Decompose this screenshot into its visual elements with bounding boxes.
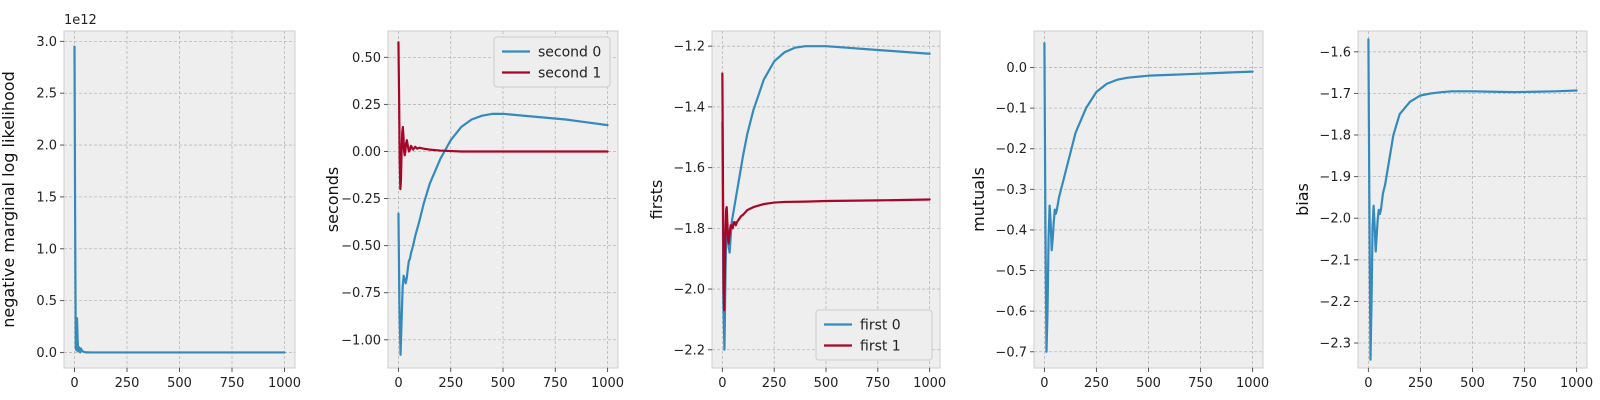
legend: first 0 first 1 — [815, 309, 933, 361]
series-line-1 — [73, 45, 286, 354]
y-tick-label: −0.2 — [995, 142, 1027, 157]
chart-panel-2: 0 250 500 750 1000 −1.00 −0.75 −0.50 −0.25 0.00 0.… — [323, 30, 624, 391]
x-tick-label: 250 — [762, 376, 787, 391]
x-tick-label: 750 — [543, 376, 568, 391]
y-tick-label: 2.0 — [36, 139, 57, 154]
y-tick-label: −0.3 — [995, 183, 1027, 198]
y-axis-label: bias — [1293, 183, 1312, 216]
y-axis-label: seconds — [323, 167, 342, 232]
y-tick-label: 0.5 — [36, 294, 57, 309]
x-tick-label: 0 — [1364, 376, 1372, 391]
x-tick-label: 250 — [115, 376, 140, 391]
x-tick-label: 500 — [1460, 376, 1485, 391]
legend-label: first 1 — [860, 339, 901, 355]
y-tick-label: 1.0 — [36, 242, 57, 257]
y-tick-label: −2.2 — [673, 343, 705, 358]
y-tick-label: 1.5 — [36, 190, 57, 205]
x-tick-label: 1000 — [268, 376, 301, 391]
series-line-1 — [1367, 38, 1578, 361]
x-tick-label: 1000 — [1236, 376, 1269, 391]
y-axis-label: firsts — [647, 180, 666, 220]
y-axis-label: mutuals — [969, 167, 988, 232]
y-tick-label: −1.7 — [1319, 87, 1351, 102]
legend-label: first 0 — [860, 318, 901, 334]
y-tick-label: −1.6 — [1319, 45, 1351, 60]
x-tick-label: 500 — [814, 376, 839, 391]
y-tick-label: −2.3 — [1319, 337, 1351, 352]
y-tick-label: 0.0 — [1006, 61, 1027, 76]
series-line-second-0 — [397, 112, 609, 356]
y-axis-label: negative marginal log likelihood — [0, 71, 18, 328]
x-tick-label: 500 — [1136, 376, 1161, 391]
y-tick-label: −1.8 — [1319, 129, 1351, 144]
y-tick-label: 0.0 — [36, 346, 57, 361]
y-tick-label: −0.6 — [995, 305, 1027, 320]
y-tick-label: −1.6 — [673, 161, 705, 176]
x-tick-label: 750 — [220, 376, 245, 391]
x-tick-label: 1000 — [1560, 376, 1593, 391]
x-tick-label: 250 — [438, 376, 463, 391]
x-tick-label: 500 — [491, 376, 516, 391]
x-tick-label: 250 — [1408, 376, 1433, 391]
y-tick-label: −1.4 — [673, 100, 705, 115]
y-tick-label: −1.2 — [673, 40, 705, 55]
y-tick-label: 0.00 — [352, 145, 381, 160]
x-tick-label: 750 — [1188, 376, 1213, 391]
series-line-second-1 — [397, 41, 609, 191]
x-tick-label: 750 — [1512, 376, 1537, 391]
y-tick-label: −0.25 — [341, 192, 381, 207]
chart-panel-3: 0 250 500 750 1000 −2.2 −2.0 −1.8 −1.6 −1.4 −1.2 fi… — [647, 30, 946, 391]
y-tick-label: −0.50 — [341, 239, 381, 254]
y-tick-label: −0.5 — [995, 264, 1027, 279]
y-tick-label: −1.9 — [1319, 170, 1351, 185]
legend-label: second 0 — [538, 45, 601, 61]
x-tick-label: 0 — [718, 376, 726, 391]
y-tick-label: −2.1 — [1319, 253, 1351, 268]
y-tick-label: 2.5 — [36, 87, 57, 102]
y-tick-label: 3.0 — [36, 35, 57, 50]
x-tick-label: 1000 — [913, 376, 946, 391]
y-tick-label: −1.8 — [673, 222, 705, 237]
chart-panel-1: 0 250 500 750 1000 0.0 0.5 1.0 1.5 2.0 2.5 3.0 negat… — [0, 13, 301, 391]
y-tick-label: −2.0 — [673, 283, 705, 298]
y-tick-label: 0.25 — [352, 98, 381, 113]
x-tick-label: 750 — [865, 376, 890, 391]
y-tick-label: −0.75 — [341, 286, 381, 301]
y-tick-label: −0.1 — [995, 102, 1027, 117]
x-tick-label: 250 — [1084, 376, 1109, 391]
y-tick-label: −2.0 — [1319, 212, 1351, 227]
series-line-first-1 — [721, 72, 931, 312]
x-tick-label: 0 — [1040, 376, 1048, 391]
legend-box — [815, 309, 933, 361]
y-tick-label: −0.4 — [995, 223, 1027, 238]
x-tick-label: 0 — [394, 376, 402, 391]
y-offset-label: 1e12 — [64, 13, 97, 28]
y-tick-label: −0.7 — [995, 345, 1027, 360]
y-tick-label: −2.2 — [1319, 295, 1351, 310]
chart-panel-5: 0 250 500 750 1000 −2.3 −2.2 −2.1 −2.0 −1.9 −1.8 −1… — [1293, 30, 1593, 391]
x-tick-label: 0 — [70, 376, 78, 391]
chart-panel-4: 0 250 500 750 1000 −0.7 −0.6 −0.5 −0.4 −0.3 −0.2 −0… — [969, 30, 1269, 391]
series-line-1 — [1043, 42, 1254, 353]
y-tick-label: −1.00 — [341, 333, 381, 348]
y-tick-label: 0.50 — [352, 51, 381, 66]
legend-box — [493, 36, 611, 88]
legend-label: second 1 — [538, 66, 601, 82]
x-tick-label: 1000 — [591, 376, 624, 391]
legend: second 0 second 1 — [493, 36, 611, 88]
x-tick-label: 500 — [167, 376, 192, 391]
